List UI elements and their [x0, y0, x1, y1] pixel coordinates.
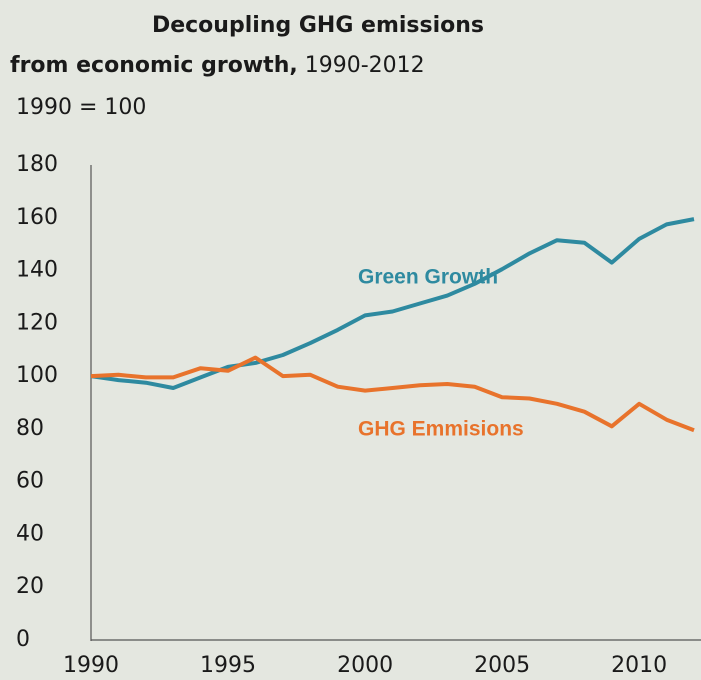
y-tick-label: 120: [16, 310, 58, 335]
series-label: Green Growth: [358, 266, 498, 289]
x-tick-label: 2010: [611, 653, 667, 678]
subtitle: 1990 = 100: [16, 95, 146, 120]
x-tick-label: 2005: [474, 653, 530, 678]
chart-title: Decoupling GHG emissions: [152, 13, 484, 38]
series-label: GHG Emmisions: [358, 418, 524, 441]
y-tick-label: 100: [16, 363, 58, 388]
x-tick-label: 1995: [200, 653, 256, 678]
y-tick-label: 140: [16, 258, 58, 283]
x-tick-label: 2000: [337, 653, 393, 678]
y-tick-label: 160: [16, 205, 58, 230]
title-bold: from economic growth,: [10, 53, 298, 78]
y-tick-label: 60: [16, 469, 44, 494]
x-tick-label: 1990: [63, 653, 119, 678]
y-tick-label: 40: [16, 521, 44, 546]
y-tick-label: 0: [16, 627, 30, 652]
y-tick-label: 180: [16, 152, 58, 177]
y-tick-label: 80: [16, 416, 44, 441]
series-line: [90, 217, 695, 390]
series-line: [90, 355, 695, 433]
title-period: 1990-2012: [305, 53, 425, 78]
y-tick-label: 20: [16, 574, 44, 599]
chart-title-line2: from economic growth, 1990-2012: [10, 53, 425, 78]
